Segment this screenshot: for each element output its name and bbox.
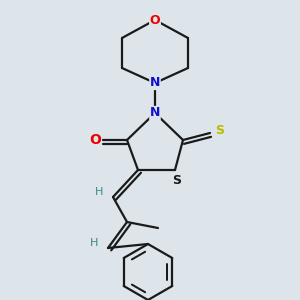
Text: H: H (95, 187, 103, 197)
Text: N: N (150, 76, 160, 89)
Text: S: S (215, 124, 224, 136)
Text: N: N (150, 106, 160, 119)
Text: S: S (172, 173, 182, 187)
Text: O: O (89, 133, 101, 147)
Text: O: O (150, 14, 160, 26)
Text: H: H (90, 238, 98, 248)
